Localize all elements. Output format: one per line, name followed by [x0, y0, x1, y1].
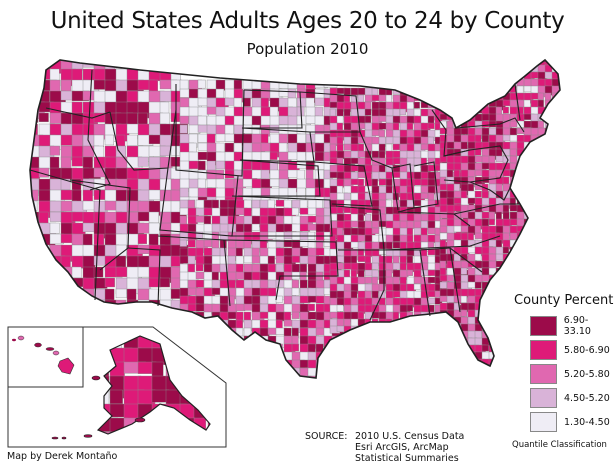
legend-swatch — [530, 340, 557, 360]
inset-frames — [7, 326, 227, 448]
legend-label: 6.90-33.10 — [563, 315, 591, 337]
legend-item: 1.30-4.50 — [530, 410, 615, 434]
legend-swatch — [530, 316, 557, 336]
legend-item: 6.90-33.10 — [530, 314, 615, 338]
source-label: SOURCE: — [305, 431, 348, 442]
hawaii-inset — [12, 335, 75, 375]
source-line: Statistical Summaries — [355, 453, 459, 464]
classification-note: Quantile Classification — [512, 440, 607, 450]
state-borders — [29, 69, 525, 321]
legend-label: 4.50-5.20 — [564, 392, 610, 404]
map-subtitle: Population 2010 — [246, 40, 369, 58]
legend: County Percent 6.90-33.10 5.80-6.90 5.20… — [510, 293, 615, 450]
map-title: United States Adults Ages 20 to 24 by Co… — [50, 8, 565, 34]
legend-label: 1.30-4.50 — [564, 416, 610, 428]
legend-item: 5.80-6.90 — [530, 338, 615, 362]
legend-swatch — [530, 412, 557, 432]
legend-title: County Percent — [514, 293, 614, 308]
legend-label: 5.80-6.90 — [564, 344, 610, 356]
map-credit: Map by Derek Montaño — [7, 451, 118, 462]
source-line: Esri ArcGIS, ArcMap — [355, 442, 449, 453]
source-block: SOURCE: 2010 U.S. Census Data Esri ArcGIS… — [305, 431, 464, 464]
legend-label: 5.20-5.80 — [564, 368, 610, 380]
legend-item: 4.50-5.20 — [530, 386, 615, 410]
legend-item: 5.20-5.80 — [530, 362, 615, 386]
source-line: 2010 U.S. Census Data — [355, 431, 465, 442]
legend-swatch — [530, 364, 557, 384]
legend-swatch — [530, 388, 557, 408]
